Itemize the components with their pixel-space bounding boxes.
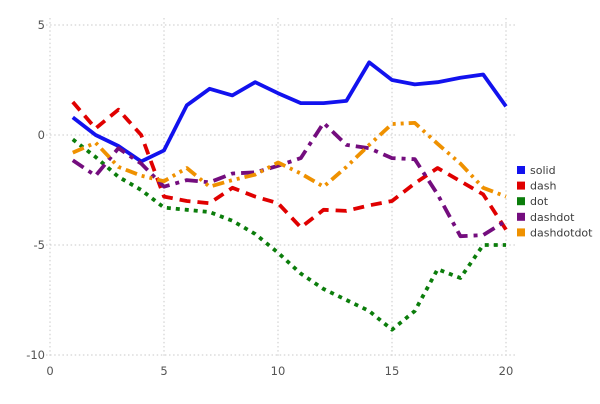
legend-marker-dashdot — [517, 212, 525, 221]
legend-label-dashdotdot: dashdotdot — [530, 226, 593, 239]
y-axis-tick-label: 0 — [38, 128, 45, 142]
legend-marker-solid — [517, 166, 525, 174]
legend-marker-dashdotdot — [517, 228, 525, 237]
series-line-dashdot — [71, 121, 508, 239]
legend-marker-dash — [517, 181, 525, 190]
x-axis-tick-label: 15 — [385, 364, 400, 378]
legend-label-dashdot: dashdot — [530, 211, 575, 224]
x-axis-tick-label: 20 — [499, 364, 514, 378]
y-axis-tick-label: -5 — [34, 238, 45, 252]
legend-label-dot: dot — [530, 195, 549, 208]
y-axis-tick-label: 5 — [38, 18, 45, 32]
series-line-solid — [71, 60, 508, 164]
series-line-dash — [71, 100, 508, 231]
legend-label-solid: solid — [530, 164, 556, 177]
x-axis-tick-label: 10 — [271, 364, 286, 378]
legend-label-dash: dash — [530, 180, 556, 193]
x-axis-tick-label: 5 — [160, 364, 167, 378]
x-axis-tick-label: 0 — [46, 364, 53, 378]
series-line-dot — [71, 137, 506, 332]
legend-marker-dot — [517, 197, 525, 206]
y-axis-tick-label: -10 — [26, 348, 45, 362]
